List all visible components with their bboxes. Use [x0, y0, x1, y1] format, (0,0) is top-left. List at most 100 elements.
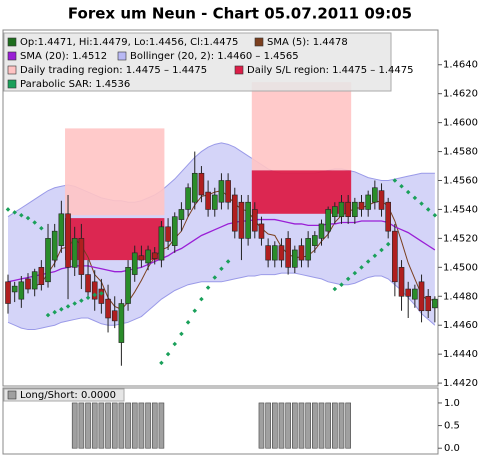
candle-body [218, 180, 225, 203]
bar [78, 402, 85, 449]
legend-box [3, 32, 392, 92]
candle-body [18, 281, 25, 300]
bar [98, 402, 105, 449]
legend-box [3, 388, 125, 402]
legend-icon [254, 37, 264, 47]
bar [145, 402, 151, 449]
bar [131, 402, 138, 449]
bar [265, 402, 271, 449]
candle-body [145, 249, 151, 264]
sar-dot [372, 253, 378, 259]
candle-body [318, 223, 325, 239]
candle-body [278, 245, 285, 261]
candle-body [378, 190, 385, 210]
candle-body [131, 252, 138, 275]
candle-body [425, 295, 432, 312]
trading-region [251, 82, 352, 171]
candle-body [105, 298, 111, 319]
y-tick-label: 1.4640 [443, 60, 478, 71]
y-tick-label: 1.4540 [443, 204, 478, 215]
y-tick-label: 1.4520 [443, 233, 478, 244]
candle-body [251, 209, 258, 232]
candle-body [238, 201, 245, 239]
bar [271, 402, 278, 449]
y-tick-label: 1.4600 [443, 118, 478, 129]
candle-body [171, 216, 178, 246]
candle-body [245, 201, 251, 239]
candle-body [65, 213, 71, 268]
legend-icon [234, 65, 244, 75]
trading-region [65, 128, 165, 216]
legend-label: SMA (5): 1.4478 [267, 37, 348, 48]
candle-body [71, 238, 78, 268]
bar [151, 402, 158, 449]
candle-body [38, 267, 45, 285]
candle-body [352, 201, 358, 217]
candle-body [178, 209, 185, 220]
sar-dot [32, 220, 37, 225]
sar-dot [92, 292, 97, 298]
candle-body [111, 310, 118, 322]
legend-icon [117, 51, 127, 61]
bar [158, 402, 165, 449]
legend-label: Long/Short: 0.0000 [20, 390, 116, 401]
candle-body [305, 238, 311, 261]
legend-label: Op:1.4471, Hi:1.4479, Lo:1.4456, Cl:1.44… [20, 37, 238, 48]
legend-label: Daily S/L region: 1.4475 – 1.4475 [247, 65, 413, 76]
bar [292, 402, 298, 449]
candle-body [5, 281, 11, 304]
candle-body [385, 201, 391, 232]
y-tick-label: 1.4560 [443, 176, 478, 187]
candle-body [51, 230, 58, 261]
sar-dot [219, 266, 224, 272]
candle-body [258, 223, 265, 239]
candle-body [85, 274, 91, 293]
legend-label: Bollinger (20, 2): 1.4460 – 1.4565 [130, 51, 299, 62]
candle-body [118, 303, 125, 343]
candle-body [11, 285, 18, 293]
y-tick-label: 1.4440 [443, 349, 478, 360]
sar-dot [339, 282, 344, 287]
candle-body [198, 172, 205, 196]
candle-body [158, 226, 165, 261]
sar-dot [65, 304, 71, 309]
sar-dot [332, 286, 338, 292]
sar-dot [225, 259, 231, 264]
sar-dot [399, 184, 404, 189]
sar-dot [79, 298, 84, 303]
candle-body [332, 206, 338, 217]
bar [325, 402, 331, 449]
candle-body [31, 271, 38, 290]
y-tick-label: 1.4500 [443, 262, 478, 273]
sar-dot [365, 259, 371, 264]
y-tick-label: 0.5 [444, 421, 460, 432]
y-tick-label: 1.4620 [443, 89, 478, 100]
candle-body [138, 255, 145, 261]
candle-body [125, 267, 131, 304]
bar [258, 402, 265, 449]
candle-body [398, 267, 405, 297]
candle-body [265, 245, 271, 261]
legend-icon [7, 37, 17, 47]
candle-body [298, 245, 305, 261]
bollinger-lower [7, 272, 436, 331]
sar-dot [12, 210, 17, 215]
candle-body [25, 278, 31, 290]
y-tick-label: 1.4580 [443, 147, 478, 158]
candle-body [191, 172, 198, 203]
bar [71, 402, 78, 449]
candle-body [58, 213, 65, 246]
sar-dot [205, 285, 211, 290]
bar [111, 402, 118, 449]
bar [85, 402, 91, 449]
candle-body [91, 281, 98, 300]
sar-dot [352, 270, 358, 276]
sar-dot [379, 247, 384, 253]
bar [285, 402, 291, 449]
candle-body [45, 238, 51, 283]
candle-body [358, 201, 365, 210]
bar [118, 402, 125, 449]
y-tick-label: 0.0 [444, 443, 460, 454]
candle-body [338, 201, 345, 217]
